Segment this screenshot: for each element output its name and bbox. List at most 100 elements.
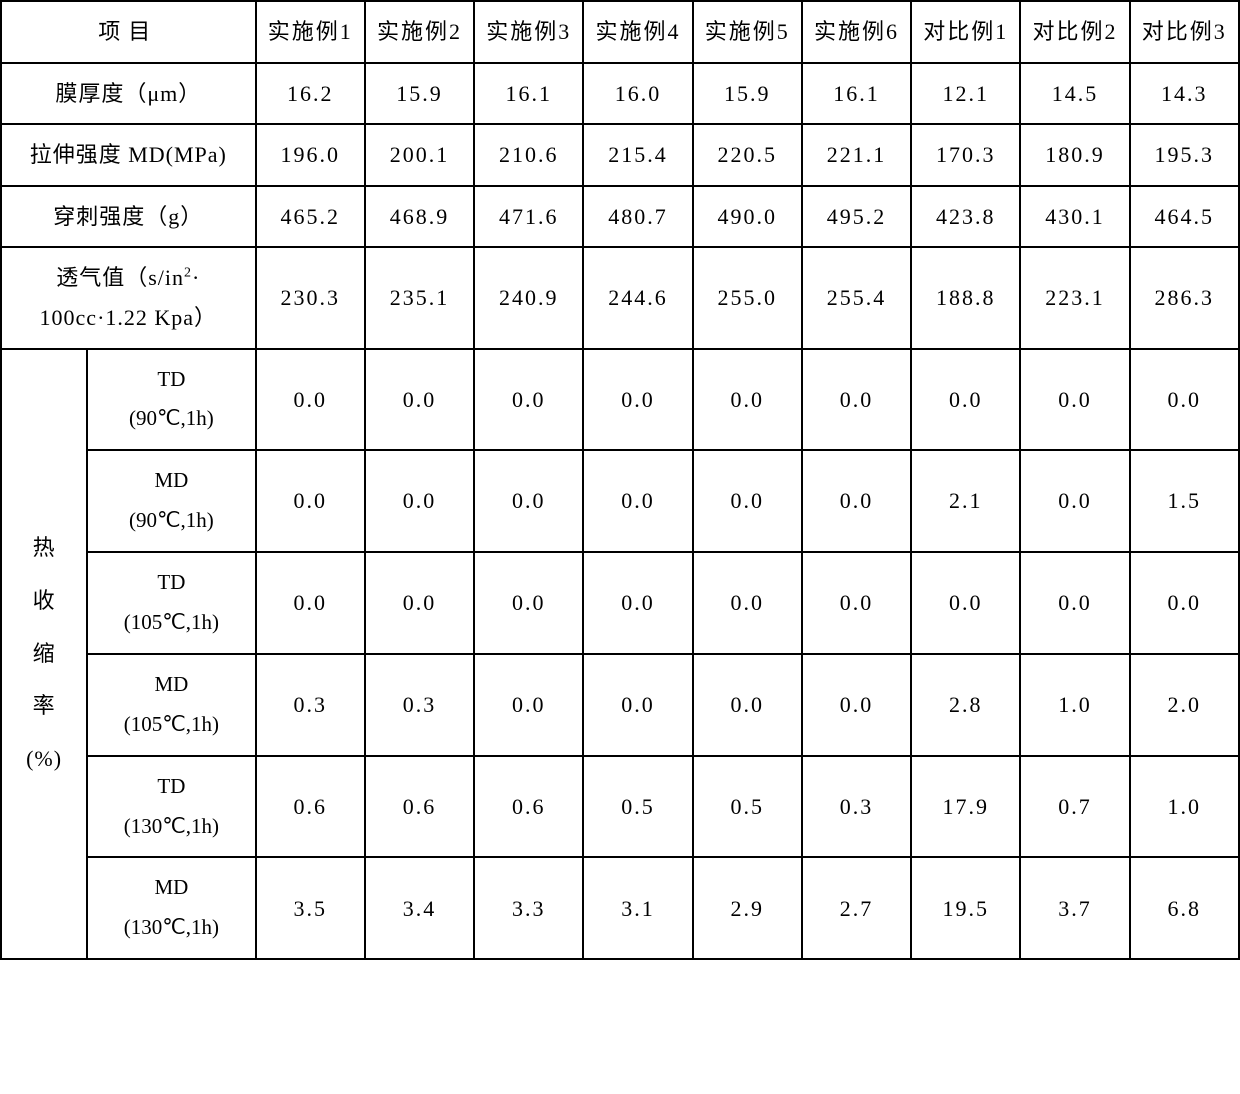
cell: 188.8 xyxy=(911,247,1020,348)
cell: 0.0 xyxy=(1020,552,1129,654)
cell: 19.5 xyxy=(911,857,1020,959)
cell: 0.5 xyxy=(583,756,692,858)
cell: 235.1 xyxy=(365,247,474,348)
cell: 3.7 xyxy=(1020,857,1129,959)
cell: 223.1 xyxy=(1020,247,1129,348)
cell: 3.5 xyxy=(256,857,365,959)
cell: 0.0 xyxy=(802,654,911,756)
cell: 15.9 xyxy=(365,63,474,125)
row-shrink-4: TD(130℃,1h) 0.6 0.6 0.6 0.5 0.5 0.3 17.9… xyxy=(1,756,1239,858)
cell: 0.7 xyxy=(1020,756,1129,858)
cell: 471.6 xyxy=(474,186,583,248)
cell: 16.2 xyxy=(256,63,365,125)
cell: 255.4 xyxy=(802,247,911,348)
cell: 1.0 xyxy=(1130,756,1239,858)
cell: 215.4 xyxy=(583,124,692,186)
cell: 0.0 xyxy=(693,349,802,451)
cell: 0.0 xyxy=(693,450,802,552)
sl: MD xyxy=(154,672,188,696)
label-permeability: 透气值（s/in2· 100cc·1.22 Kpa） xyxy=(1,247,256,348)
cell: 0.0 xyxy=(802,349,911,451)
cell: 0.5 xyxy=(693,756,802,858)
cell: 1.5 xyxy=(1130,450,1239,552)
cell: 0.0 xyxy=(1020,450,1129,552)
sc: (90℃,1h) xyxy=(129,406,214,430)
header-col-5: 实施例6 xyxy=(802,1,911,63)
data-table: 项目 实施例1 实施例2 实施例3 实施例4 实施例5 实施例6 对比例1 对比… xyxy=(0,0,1240,960)
cell: 2.8 xyxy=(911,654,1020,756)
cell: 221.1 xyxy=(802,124,911,186)
cell: 2.0 xyxy=(1130,654,1239,756)
cell: 0.0 xyxy=(911,552,1020,654)
sc: (130℃,1h) xyxy=(124,915,219,939)
cell: 0.0 xyxy=(583,349,692,451)
cell: 15.9 xyxy=(693,63,802,125)
row-puncture: 穿刺强度（g） 465.2 468.9 471.6 480.7 490.0 49… xyxy=(1,186,1239,248)
cell: 468.9 xyxy=(365,186,474,248)
header-col-1: 实施例2 xyxy=(365,1,474,63)
cell: 0.0 xyxy=(802,450,911,552)
sub-label: TD(90℃,1h) xyxy=(87,349,255,451)
cell: 1.0 xyxy=(1020,654,1129,756)
label-shrink-group: 热收缩率(%) xyxy=(1,349,87,960)
row-shrink-5: MD(130℃,1h) 3.5 3.4 3.3 3.1 2.9 2.7 19.5… xyxy=(1,857,1239,959)
cell: 17.9 xyxy=(911,756,1020,858)
cell: 220.5 xyxy=(693,124,802,186)
cell: 180.9 xyxy=(1020,124,1129,186)
cell: 423.8 xyxy=(911,186,1020,248)
cell: 0.0 xyxy=(256,552,365,654)
cell: 14.5 xyxy=(1020,63,1129,125)
sc: (105℃,1h) xyxy=(124,610,219,634)
perm-l1: 透气值（s/in xyxy=(56,265,184,290)
cell: 0.0 xyxy=(583,552,692,654)
sl: MD xyxy=(154,468,188,492)
cell: 2.9 xyxy=(693,857,802,959)
cell: 0.3 xyxy=(365,654,474,756)
cell: 2.7 xyxy=(802,857,911,959)
cell: 16.1 xyxy=(474,63,583,125)
perm-sup: 2 xyxy=(184,266,192,281)
cell: 210.6 xyxy=(474,124,583,186)
cell: 0.3 xyxy=(256,654,365,756)
sub-label: TD(105℃,1h) xyxy=(87,552,255,654)
cell: 286.3 xyxy=(1130,247,1239,348)
cell: 240.9 xyxy=(474,247,583,348)
sub-label: MD (90℃,1h) xyxy=(87,450,255,552)
cell: 3.3 xyxy=(474,857,583,959)
perm-l2: · xyxy=(192,265,200,290)
cell: 0.0 xyxy=(1130,552,1239,654)
header-project: 项目 xyxy=(1,1,256,63)
cell: 244.6 xyxy=(583,247,692,348)
cell: 0.0 xyxy=(583,654,692,756)
header-col-8: 对比例3 xyxy=(1130,1,1239,63)
label-tensile: 拉伸强度 MD(MPa) xyxy=(1,124,256,186)
cell: 14.3 xyxy=(1130,63,1239,125)
cell: 0.0 xyxy=(1020,349,1129,451)
cell: 465.2 xyxy=(256,186,365,248)
cell: 255.0 xyxy=(693,247,802,348)
cell: 0.0 xyxy=(256,450,365,552)
row-shrink-1: MD(90℃,1h) 0.0 0.0 0.0 0.0 0.0 0.0 2.1 0… xyxy=(1,450,1239,552)
header-col-6: 对比例1 xyxy=(911,1,1020,63)
cell: 0.6 xyxy=(256,756,365,858)
cell: 464.5 xyxy=(1130,186,1239,248)
sc: (90℃,1h) xyxy=(129,508,214,532)
header-col-3: 实施例4 xyxy=(583,1,692,63)
cell: 0.0 xyxy=(911,349,1020,451)
sc: (130℃,1h) xyxy=(124,814,219,838)
cell: 16.0 xyxy=(583,63,692,125)
cell: 200.1 xyxy=(365,124,474,186)
cell: 3.1 xyxy=(583,857,692,959)
cell: 0.0 xyxy=(1130,349,1239,451)
cell: 0.0 xyxy=(802,552,911,654)
perm-l3: 100cc·1.22 Kpa） xyxy=(40,305,218,330)
cell: 0.0 xyxy=(474,552,583,654)
cell: 12.1 xyxy=(911,63,1020,125)
cell: 480.7 xyxy=(583,186,692,248)
header-col-7: 对比例2 xyxy=(1020,1,1129,63)
cell: 490.0 xyxy=(693,186,802,248)
cell: 430.1 xyxy=(1020,186,1129,248)
cell: 170.3 xyxy=(911,124,1020,186)
row-shrink-2: TD(105℃,1h) 0.0 0.0 0.0 0.0 0.0 0.0 0.0 … xyxy=(1,552,1239,654)
cell: 0.6 xyxy=(365,756,474,858)
